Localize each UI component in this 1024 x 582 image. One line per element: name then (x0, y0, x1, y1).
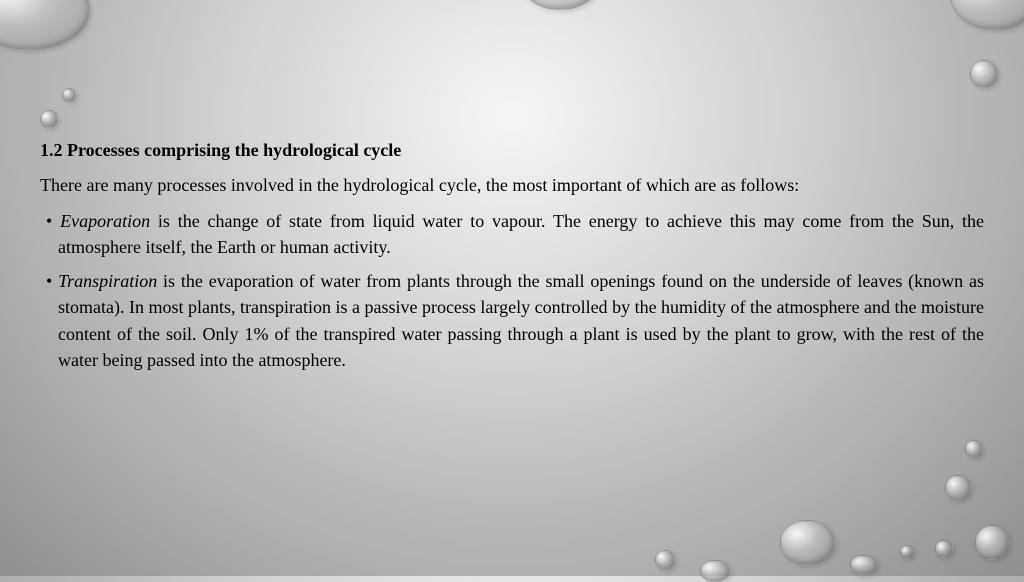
bullet-text: is the evaporation of water from plants … (58, 271, 984, 369)
water-bubble (850, 555, 878, 575)
section-heading: 1.2 Processes comprising the hydrologica… (40, 140, 984, 161)
bullet-term: Evaporation (60, 211, 150, 231)
water-bubble (975, 525, 1010, 560)
water-bubble (520, 0, 600, 10)
water-bubble (655, 550, 675, 570)
intro-paragraph: There are many processes involved in the… (40, 173, 984, 198)
bullet-item: Transpiration is the evaporation of wate… (40, 268, 984, 372)
bullet-list: Evaporation is the change of state from … (40, 208, 984, 373)
slide-content: 1.2 Processes comprising the hydrologica… (40, 140, 984, 381)
water-bubble (950, 0, 1024, 30)
water-bubble (945, 475, 971, 501)
water-bubble (62, 88, 76, 102)
water-bubble (965, 440, 983, 458)
water-bubble (780, 520, 835, 565)
water-bubble (40, 110, 58, 128)
bullet-item: Evaporation is the change of state from … (40, 208, 984, 260)
water-bubble (0, 0, 90, 50)
bullet-text: is the change of state from liquid water… (58, 211, 984, 257)
water-bubble (970, 60, 998, 88)
water-bubble (935, 540, 953, 558)
water-bubble (900, 545, 914, 559)
water-bubble (700, 560, 730, 582)
bullet-term: Transpiration (58, 271, 157, 291)
